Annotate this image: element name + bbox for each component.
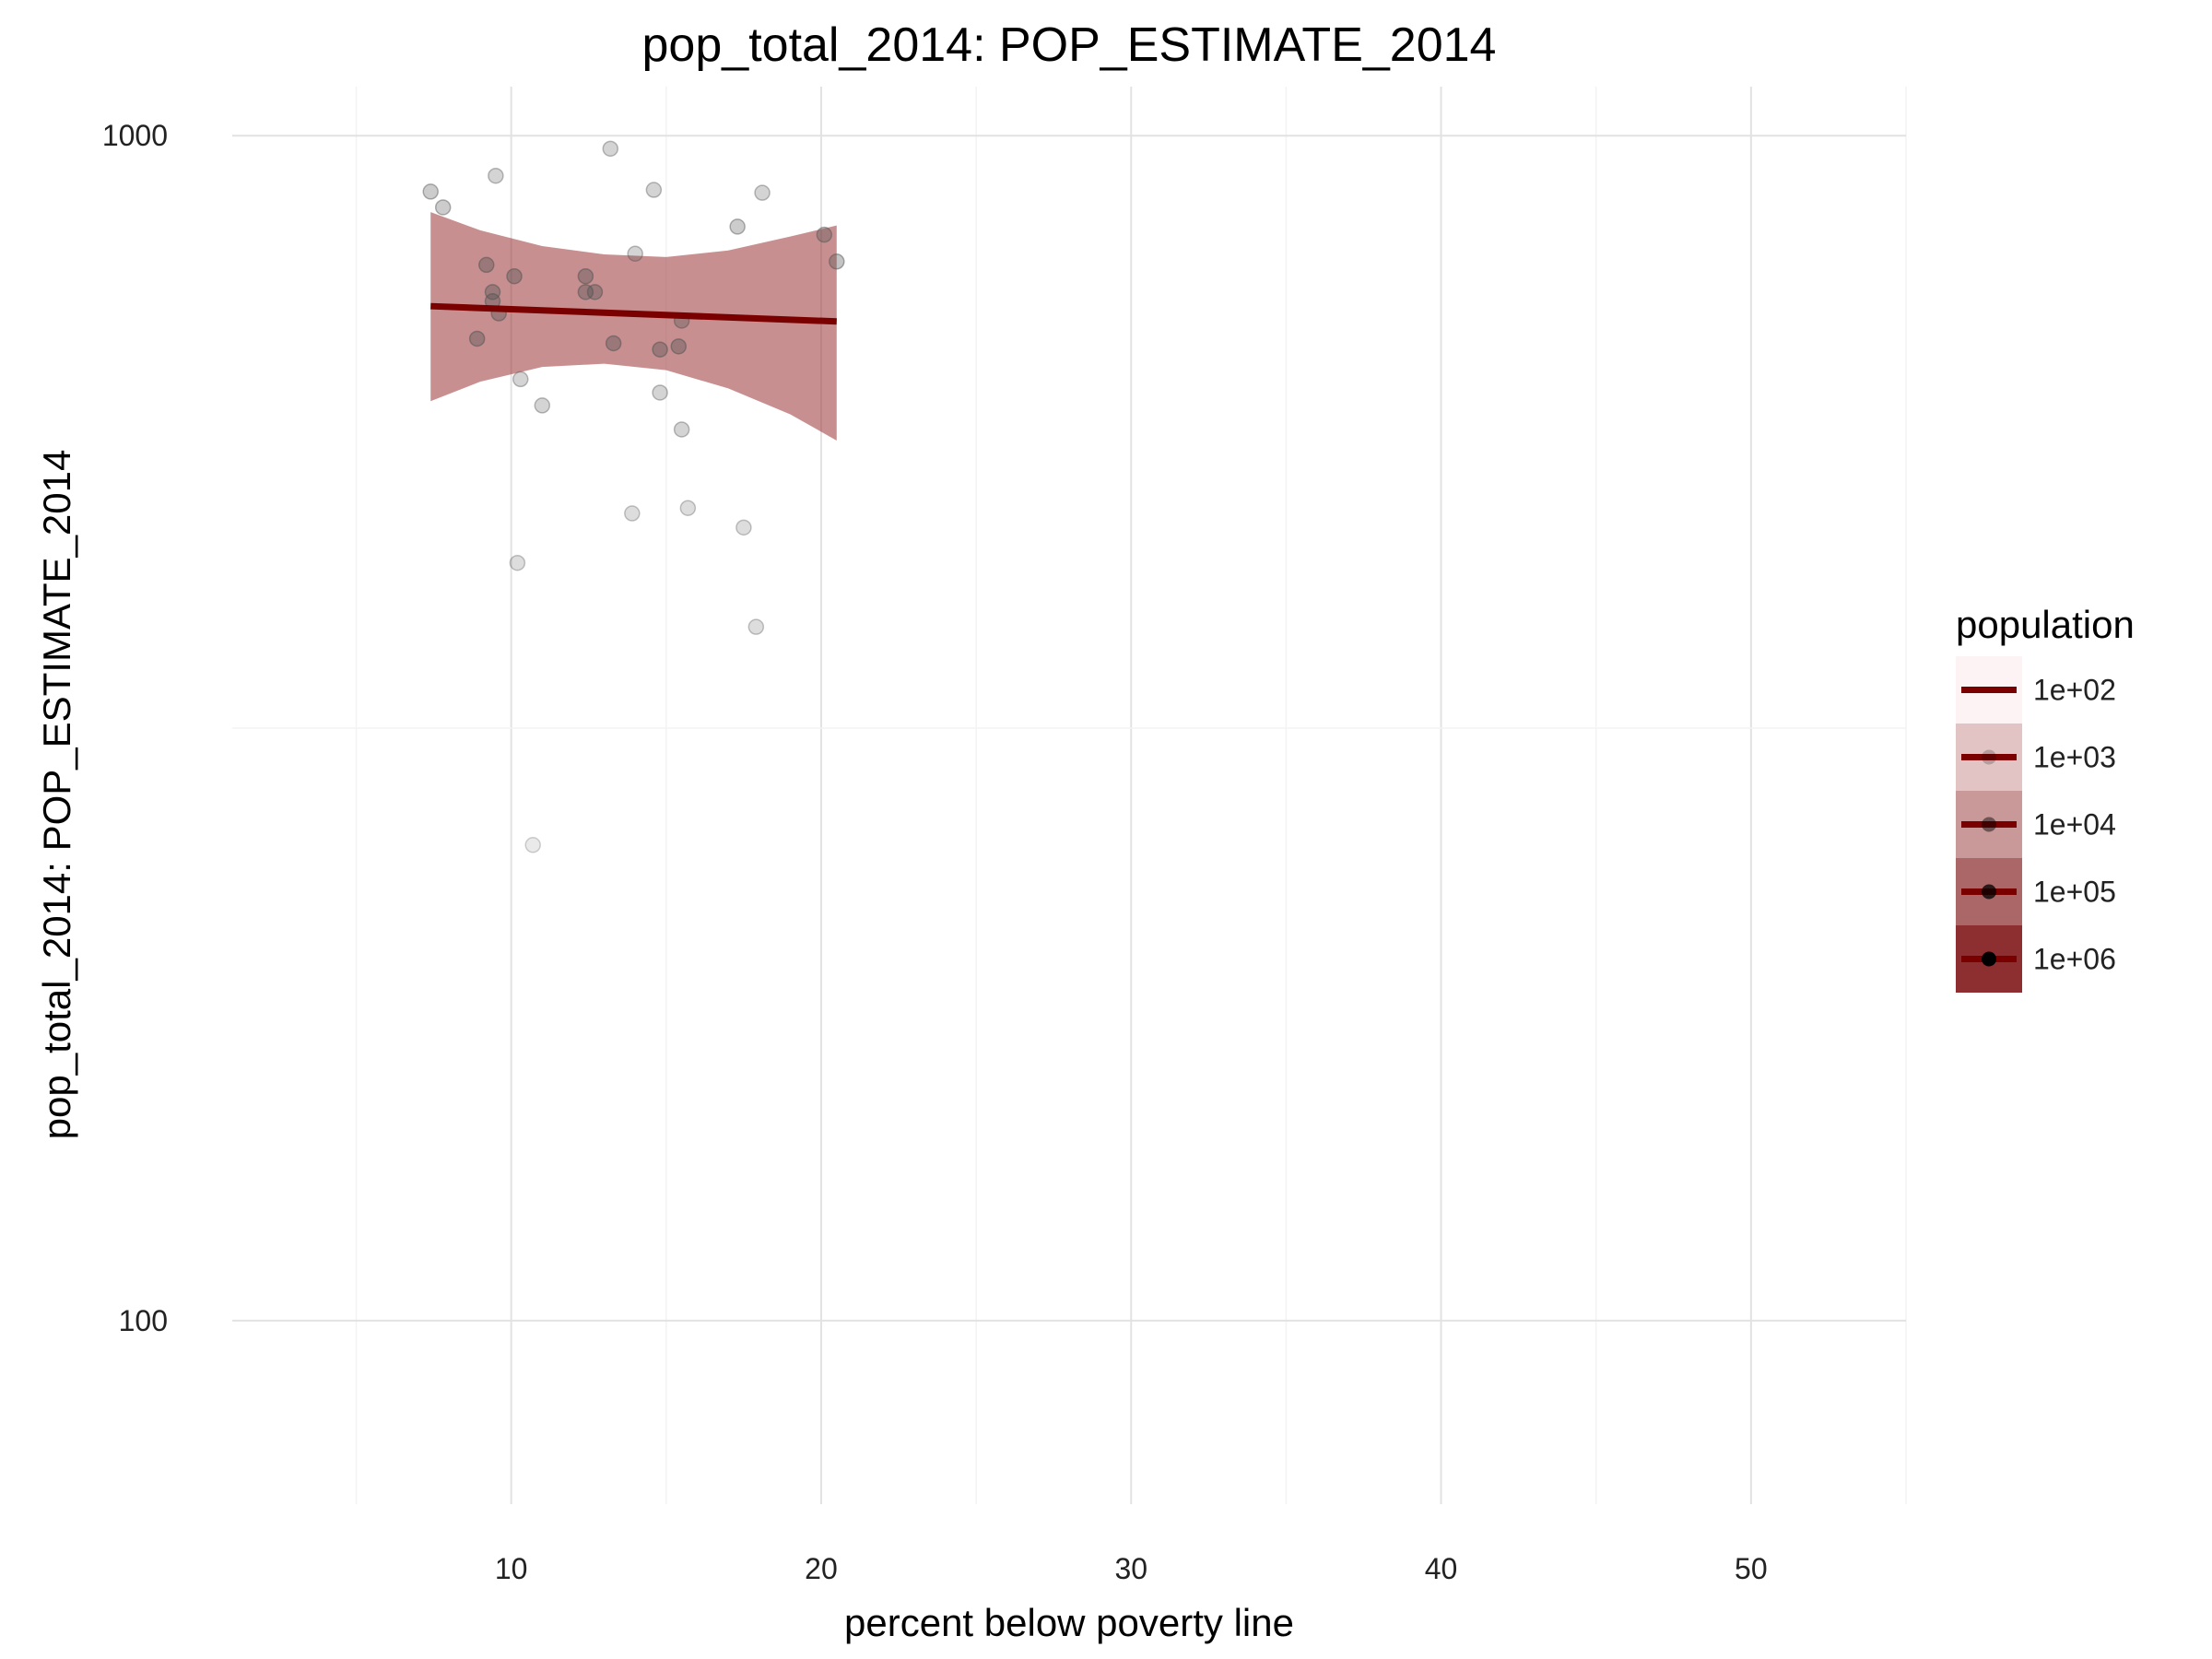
- data-point: [577, 267, 594, 285]
- grid-lines: [232, 87, 1907, 1504]
- x-tick-label: 40: [1425, 1552, 1458, 1585]
- data-point: [624, 505, 641, 522]
- y-axis-title: pop_total_2014: POP_ESTIMATE_2014: [35, 450, 78, 1140]
- data-point: [506, 267, 523, 285]
- legend-item-label: 1e+03: [2033, 741, 2116, 774]
- data-point: [512, 371, 529, 388]
- data-point: [468, 330, 486, 347]
- data-point: [754, 184, 771, 201]
- data-point: [645, 182, 663, 198]
- legend-key-point: [1982, 749, 1996, 765]
- data-point: [534, 397, 551, 414]
- data-point: [627, 245, 643, 263]
- data-point: [524, 837, 541, 853]
- x-tick-label: 50: [1735, 1552, 1768, 1585]
- data-point: [729, 218, 746, 235]
- confidence-band-group: [430, 212, 837, 441]
- legend-key-point: [1982, 884, 1996, 900]
- data-point: [488, 167, 504, 184]
- data-point: [670, 338, 688, 355]
- data-point: [673, 421, 690, 438]
- legend-item-label: 1e+02: [2033, 674, 2116, 707]
- x-tick-label: 10: [495, 1552, 528, 1585]
- data-point: [484, 284, 501, 300]
- y-tick-label: 100: [119, 1304, 168, 1337]
- x-axis-ticks: 10 20 30 40 50: [495, 1552, 1768, 1585]
- x-tick-label: 20: [805, 1552, 838, 1585]
- x-axis-title: percent below poverty line: [844, 1601, 1294, 1644]
- data-point: [509, 554, 526, 571]
- data-point: [602, 140, 619, 158]
- data-point: [605, 335, 622, 352]
- confidence-band: [430, 212, 837, 441]
- data-point: [478, 256, 495, 274]
- data-point: [679, 500, 697, 516]
- data-point: [434, 199, 452, 216]
- data-point: [652, 341, 668, 358]
- legend-item-label: 1e+06: [2033, 943, 2116, 976]
- data-point: [652, 384, 668, 401]
- data-point: [829, 253, 845, 270]
- data-point: [422, 183, 439, 200]
- data-point: [586, 284, 604, 300]
- data-point: [747, 618, 765, 635]
- legend: population 1e+02 1e+03 1e+04 1e+05 1e+06: [1956, 603, 2135, 993]
- fit-line: [430, 302, 837, 325]
- legend-key-point: [1982, 951, 1996, 967]
- legend-item-label: 1e+05: [2033, 876, 2116, 909]
- y-axis-ticks: 100 1000: [102, 119, 168, 1337]
- data-point: [735, 519, 752, 536]
- chart-title: pop_total_2014: POP_ESTIMATE_2014: [642, 18, 1497, 72]
- data-point: [816, 226, 833, 243]
- legend-key-point: [1982, 817, 1996, 832]
- y-tick-label: 1000: [102, 119, 168, 152]
- legend-title: population: [1956, 603, 2135, 646]
- fit-line-group: [430, 302, 837, 325]
- legend-item-label: 1e+04: [2033, 808, 2116, 841]
- x-tick-label: 30: [1114, 1552, 1147, 1585]
